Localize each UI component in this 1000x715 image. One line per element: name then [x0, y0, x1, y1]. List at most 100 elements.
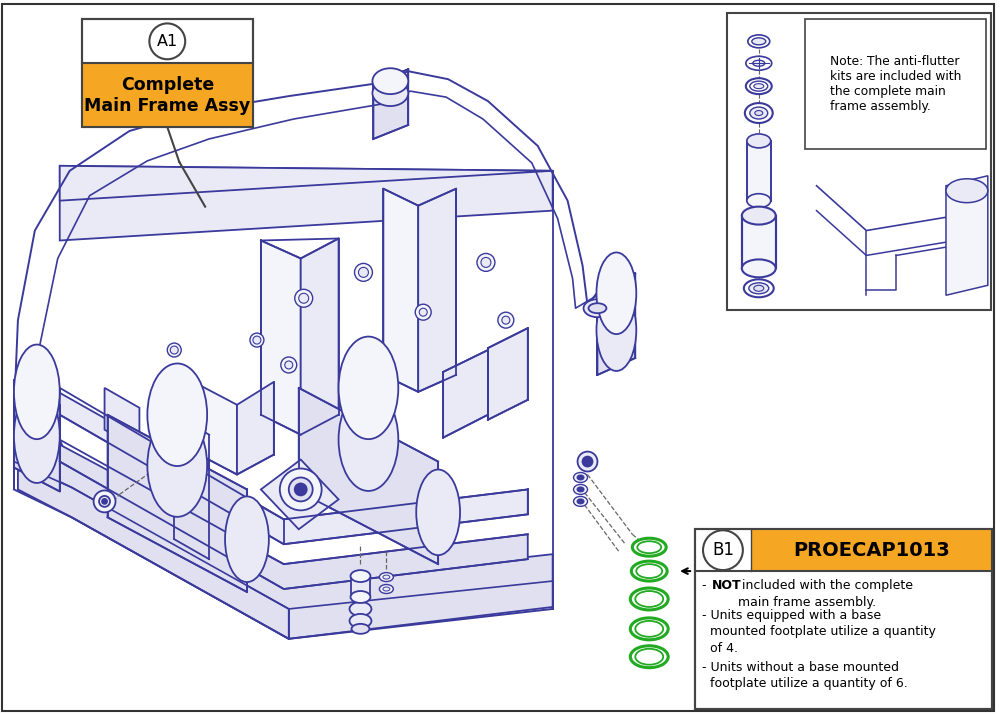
Polygon shape	[299, 388, 438, 564]
Ellipse shape	[339, 388, 398, 491]
Polygon shape	[108, 415, 247, 592]
Text: - Units without a base mounted
  footplate utilize a quantity of 6.: - Units without a base mounted footplate…	[702, 661, 908, 690]
Polygon shape	[60, 440, 528, 589]
Polygon shape	[60, 388, 528, 544]
Polygon shape	[747, 141, 771, 201]
Ellipse shape	[280, 468, 322, 511]
Ellipse shape	[419, 308, 427, 316]
Polygon shape	[174, 415, 209, 559]
Polygon shape	[199, 385, 237, 475]
Ellipse shape	[352, 624, 369, 633]
Ellipse shape	[578, 452, 597, 471]
Ellipse shape	[635, 621, 663, 637]
Ellipse shape	[635, 649, 663, 665]
Ellipse shape	[742, 260, 776, 277]
FancyBboxPatch shape	[727, 14, 991, 310]
Text: Complete
Main Frame Assy: Complete Main Frame Assy	[84, 76, 250, 114]
Ellipse shape	[745, 103, 773, 123]
Ellipse shape	[415, 304, 431, 320]
Polygon shape	[383, 189, 418, 392]
Polygon shape	[18, 462, 289, 638]
Ellipse shape	[295, 290, 313, 307]
Ellipse shape	[630, 588, 668, 610]
Polygon shape	[301, 239, 339, 435]
Ellipse shape	[574, 496, 588, 506]
Text: A1: A1	[157, 34, 178, 49]
Polygon shape	[742, 216, 776, 268]
Ellipse shape	[574, 473, 588, 483]
Ellipse shape	[596, 290, 636, 371]
Ellipse shape	[477, 253, 495, 272]
Ellipse shape	[746, 78, 772, 94]
Ellipse shape	[350, 602, 371, 616]
Ellipse shape	[583, 457, 592, 466]
Text: NOT: NOT	[712, 579, 742, 592]
Ellipse shape	[299, 293, 309, 303]
Ellipse shape	[744, 280, 774, 297]
Polygon shape	[946, 176, 988, 295]
Ellipse shape	[589, 303, 606, 313]
Text: PROECAP1013: PROECAP1013	[793, 541, 950, 560]
Ellipse shape	[295, 483, 307, 495]
Ellipse shape	[358, 267, 368, 277]
Ellipse shape	[383, 575, 390, 579]
Ellipse shape	[339, 337, 398, 439]
Ellipse shape	[755, 111, 763, 116]
Text: -: -	[702, 579, 711, 592]
FancyBboxPatch shape	[82, 19, 253, 127]
Ellipse shape	[379, 573, 393, 581]
Ellipse shape	[754, 285, 764, 291]
Ellipse shape	[502, 316, 510, 324]
Ellipse shape	[481, 257, 491, 267]
Polygon shape	[105, 388, 139, 450]
Ellipse shape	[754, 84, 764, 89]
Polygon shape	[261, 460, 339, 529]
Ellipse shape	[750, 82, 768, 91]
Polygon shape	[418, 189, 456, 392]
Polygon shape	[18, 418, 553, 638]
Text: - Units equipped with a base
  mounted footplate utilize a quantity
  of 4.: - Units equipped with a base mounted foo…	[702, 609, 936, 655]
Ellipse shape	[635, 591, 663, 607]
Ellipse shape	[753, 60, 765, 66]
Ellipse shape	[225, 496, 269, 582]
Ellipse shape	[354, 263, 372, 281]
Ellipse shape	[383, 587, 390, 591]
Ellipse shape	[99, 496, 110, 507]
Ellipse shape	[747, 194, 771, 207]
Polygon shape	[60, 166, 553, 201]
Ellipse shape	[577, 499, 584, 504]
Ellipse shape	[289, 478, 313, 501]
Ellipse shape	[350, 614, 371, 628]
Ellipse shape	[372, 68, 408, 94]
Polygon shape	[373, 69, 408, 139]
Ellipse shape	[636, 564, 662, 578]
Polygon shape	[261, 240, 301, 435]
Ellipse shape	[596, 252, 636, 334]
Ellipse shape	[749, 283, 769, 294]
Ellipse shape	[372, 80, 408, 106]
Ellipse shape	[632, 538, 666, 556]
Ellipse shape	[746, 56, 772, 70]
Ellipse shape	[631, 561, 667, 581]
Ellipse shape	[577, 475, 584, 480]
Ellipse shape	[584, 300, 611, 317]
Ellipse shape	[351, 591, 370, 603]
Polygon shape	[597, 273, 635, 375]
Ellipse shape	[747, 134, 771, 148]
FancyBboxPatch shape	[82, 63, 253, 127]
Ellipse shape	[752, 38, 766, 45]
Ellipse shape	[14, 388, 60, 483]
Polygon shape	[488, 328, 528, 420]
Ellipse shape	[748, 35, 770, 48]
Circle shape	[149, 24, 185, 59]
Ellipse shape	[946, 179, 988, 202]
FancyBboxPatch shape	[751, 529, 992, 571]
Ellipse shape	[102, 499, 107, 504]
Ellipse shape	[630, 618, 668, 640]
Ellipse shape	[281, 357, 297, 373]
Ellipse shape	[167, 343, 181, 357]
Polygon shape	[14, 380, 60, 491]
Ellipse shape	[14, 345, 60, 439]
Polygon shape	[237, 382, 274, 475]
Polygon shape	[351, 576, 370, 597]
